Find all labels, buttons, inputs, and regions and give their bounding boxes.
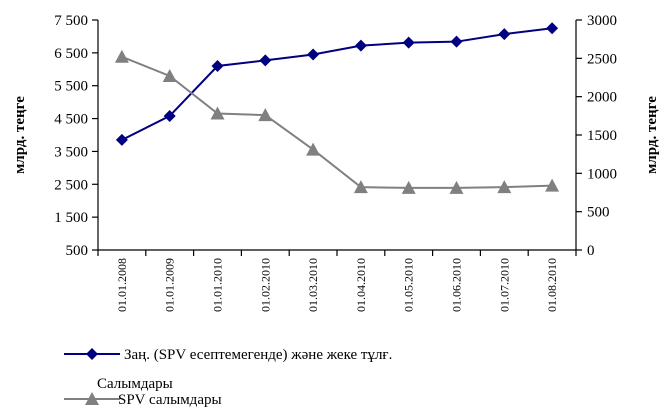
data-point-deposits [546,22,559,35]
left-y-ticks: 7 500 6 500 5 500 4 500 3 500 2 500 1 500 500 [54,13,98,259]
left-y-tick-label: 4 500 [54,112,88,128]
data-point-deposits [259,54,272,67]
legend-deposits-label-line2: Салымдары [97,376,173,392]
left-y-tick-label: 1 500 [54,210,88,226]
x-tick-label: 01.06.2010 [450,258,464,312]
data-point-deposits [450,35,463,48]
right-y-tick-label: 2000 [587,90,617,106]
data-point-deposits [402,36,415,49]
data-point-spv [545,178,560,192]
left-y-tick-label: 500 [66,243,89,259]
right-y-tick-label: 1000 [587,166,617,182]
data-point-spv [114,49,129,63]
left-y-tick-label: 3 500 [54,144,88,160]
series-line-spv [121,55,553,189]
series-layer [114,22,560,194]
right-y-tick-label: 500 [587,205,610,221]
left-y-tick-label: 5 500 [54,79,88,95]
legend-spv-marker [85,392,99,405]
data-point-deposits [354,39,367,52]
legend-deposits-marker [86,348,98,360]
chart-axes [97,20,577,251]
data-point-spv [449,180,464,194]
legend-deposits-label-line1: Заң. (SPV есептемегенде) және жеке тұлғ. [124,347,392,363]
legend-item-deposits: Заң. (SPV есептемегенде) және жеке тұлғ.… [64,347,392,392]
right-y-tick-label: 1500 [587,128,617,144]
x-tick-label: 01.02.2010 [258,258,272,312]
right-y-axis-title: млрд. теңге [644,96,660,174]
x-ticks: 01.01.2008 01.01.2009 01.01.2010 01.02.2010… [97,250,577,312]
right-y-tick-label: 0 [587,243,595,259]
left-y-tick-label: 6 500 [54,46,88,62]
x-tick-label: 01.04.2010 [354,258,368,312]
data-point-deposits [115,133,128,146]
legend: Заң. (SPV есептемегенде) және жеке тұлғ.… [64,347,392,408]
x-tick-label: 01.01.2009 [163,258,177,312]
data-point-spv [258,108,273,122]
left-y-axis-title: млрд. теңге [12,96,28,174]
x-tick-label: 01.07.2010 [497,258,511,312]
series-line-deposits [121,27,553,141]
x-tick-label: 01.01.2010 [211,258,225,312]
data-point-spv [210,106,225,120]
legend-item-spv: SPV салымдары [64,392,222,408]
x-tick-label: 01.03.2010 [306,258,320,312]
data-point-spv [306,142,321,156]
data-point-deposits [498,28,511,41]
left-y-tick-label: 7 500 [54,13,88,29]
right-y-tick-label: 2500 [587,51,617,67]
x-tick-label: 01.05.2010 [402,258,416,312]
right-y-ticks: 3000 2500 2000 1500 1000 500 0 [576,13,617,259]
data-point-spv [497,180,512,194]
left-y-tick-label: 2 500 [54,177,88,193]
data-point-deposits [211,60,224,72]
x-tick-label: 01.01.2008 [115,258,129,312]
data-point-deposits [163,109,176,122]
data-point-deposits [307,48,320,61]
x-tick-label: 01.08.2010 [545,258,559,312]
legend-spv-label: SPV салымдары [118,392,222,408]
right-y-tick-label: 3000 [587,13,617,29]
data-point-spv [162,68,177,82]
data-point-spv [353,180,368,194]
data-point-spv [401,180,416,194]
